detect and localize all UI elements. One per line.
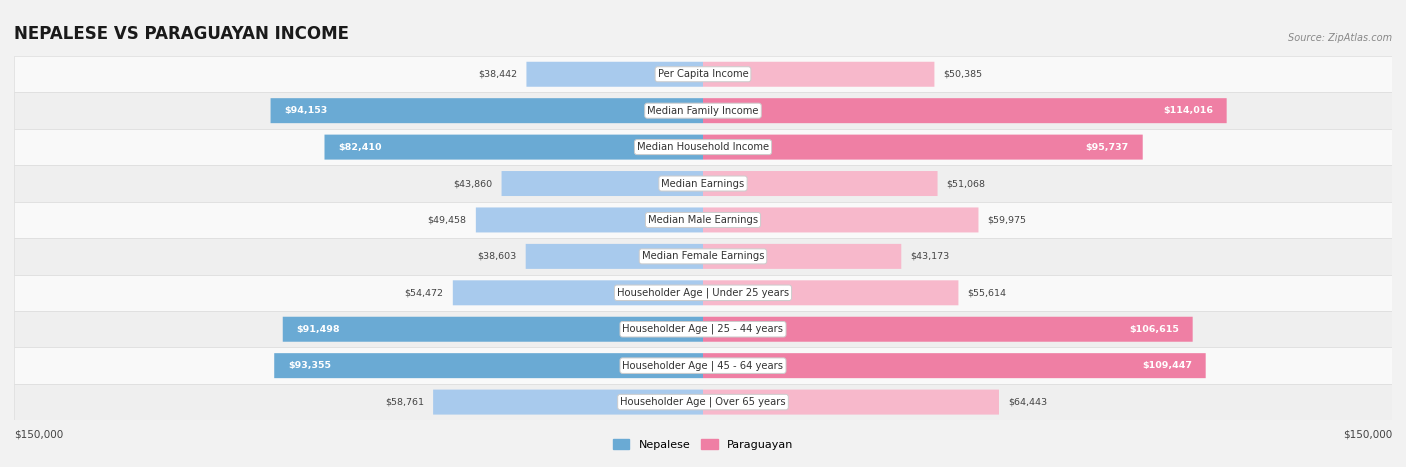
- FancyBboxPatch shape: [433, 389, 703, 415]
- Text: $95,737: $95,737: [1085, 142, 1129, 152]
- FancyBboxPatch shape: [703, 280, 959, 305]
- Text: $43,173: $43,173: [911, 252, 949, 261]
- FancyBboxPatch shape: [703, 317, 1192, 342]
- Text: Median Family Income: Median Family Income: [647, 106, 759, 116]
- FancyBboxPatch shape: [703, 62, 935, 87]
- FancyBboxPatch shape: [14, 347, 1392, 384]
- Text: $43,860: $43,860: [453, 179, 492, 188]
- FancyBboxPatch shape: [526, 62, 703, 87]
- FancyBboxPatch shape: [526, 244, 703, 269]
- FancyBboxPatch shape: [703, 353, 1206, 378]
- FancyBboxPatch shape: [703, 134, 1143, 160]
- Text: Householder Age | Over 65 years: Householder Age | Over 65 years: [620, 397, 786, 407]
- Text: $55,614: $55,614: [967, 288, 1007, 297]
- Text: $38,603: $38,603: [477, 252, 516, 261]
- FancyBboxPatch shape: [703, 171, 938, 196]
- Text: $38,442: $38,442: [478, 70, 517, 79]
- Text: $51,068: $51,068: [946, 179, 986, 188]
- Text: $59,975: $59,975: [987, 215, 1026, 225]
- FancyBboxPatch shape: [14, 311, 1392, 347]
- FancyBboxPatch shape: [703, 98, 1226, 123]
- Text: $106,615: $106,615: [1129, 325, 1178, 334]
- FancyBboxPatch shape: [14, 129, 1392, 165]
- Text: Median Female Earnings: Median Female Earnings: [641, 251, 765, 262]
- Text: $150,000: $150,000: [14, 430, 63, 439]
- FancyBboxPatch shape: [14, 275, 1392, 311]
- Legend: Nepalese, Paraguayan: Nepalese, Paraguayan: [609, 435, 797, 454]
- Text: $58,761: $58,761: [385, 397, 425, 407]
- FancyBboxPatch shape: [703, 244, 901, 269]
- FancyBboxPatch shape: [283, 317, 703, 342]
- Text: $82,410: $82,410: [339, 142, 382, 152]
- Text: $94,153: $94,153: [284, 106, 328, 115]
- Text: Householder Age | 25 - 44 years: Householder Age | 25 - 44 years: [623, 324, 783, 334]
- Text: Per Capita Income: Per Capita Income: [658, 69, 748, 79]
- FancyBboxPatch shape: [14, 384, 1392, 420]
- Text: Householder Age | Under 25 years: Householder Age | Under 25 years: [617, 288, 789, 298]
- Text: $114,016: $114,016: [1163, 106, 1213, 115]
- FancyBboxPatch shape: [14, 165, 1392, 202]
- FancyBboxPatch shape: [703, 389, 1000, 415]
- FancyBboxPatch shape: [14, 92, 1392, 129]
- FancyBboxPatch shape: [14, 56, 1392, 92]
- FancyBboxPatch shape: [14, 238, 1392, 275]
- FancyBboxPatch shape: [325, 134, 703, 160]
- Text: Source: ZipAtlas.com: Source: ZipAtlas.com: [1288, 33, 1392, 43]
- Text: $109,447: $109,447: [1142, 361, 1192, 370]
- Text: Median Male Earnings: Median Male Earnings: [648, 215, 758, 225]
- Text: $50,385: $50,385: [943, 70, 983, 79]
- Text: Householder Age | 45 - 64 years: Householder Age | 45 - 64 years: [623, 361, 783, 371]
- Text: Median Earnings: Median Earnings: [661, 178, 745, 189]
- Text: $49,458: $49,458: [427, 215, 467, 225]
- FancyBboxPatch shape: [703, 207, 979, 233]
- Text: NEPALESE VS PARAGUAYAN INCOME: NEPALESE VS PARAGUAYAN INCOME: [14, 25, 349, 43]
- FancyBboxPatch shape: [475, 207, 703, 233]
- FancyBboxPatch shape: [270, 98, 703, 123]
- FancyBboxPatch shape: [502, 171, 703, 196]
- FancyBboxPatch shape: [453, 280, 703, 305]
- FancyBboxPatch shape: [14, 202, 1392, 238]
- Text: $91,498: $91,498: [297, 325, 340, 334]
- Text: $93,355: $93,355: [288, 361, 330, 370]
- Text: $54,472: $54,472: [405, 288, 444, 297]
- Text: $64,443: $64,443: [1008, 397, 1047, 407]
- Text: $150,000: $150,000: [1343, 430, 1392, 439]
- FancyBboxPatch shape: [274, 353, 703, 378]
- Text: Median Household Income: Median Household Income: [637, 142, 769, 152]
